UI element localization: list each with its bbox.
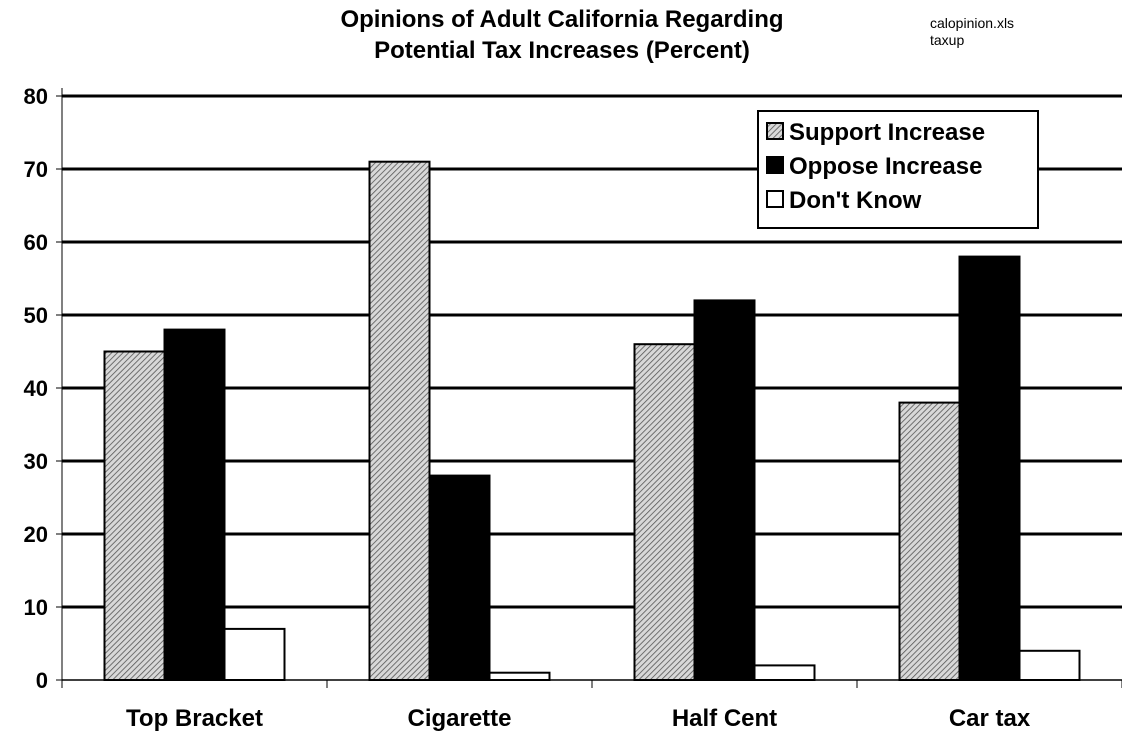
x-axis-tick-labels: Top Bracket Cigarette Half Cent Car tax: [62, 680, 1122, 732]
y-tick-label: 80: [24, 84, 48, 109]
dont-know-bar: [490, 673, 550, 680]
support-increase-bar: [370, 162, 430, 680]
legend-key-oppose: [767, 157, 783, 173]
x-tick-label: Top Bracket: [126, 705, 263, 732]
chart-title-line-2: Potential Tax Increases (Percent): [374, 37, 750, 64]
support-increase-bar: [105, 352, 165, 681]
support-increase-bar: [900, 403, 960, 680]
dont-know-bar: [1020, 651, 1080, 680]
oppose-increase-bar: [430, 476, 490, 680]
legend-label: Support Increase: [789, 119, 985, 146]
y-tick-label: 50: [24, 303, 48, 328]
legend-label: Oppose Increase: [789, 153, 982, 180]
y-tick-label: 20: [24, 522, 48, 547]
legend-label: Don't Know: [789, 187, 922, 214]
oppose-increase-bar: [165, 330, 225, 680]
file-note-line-1: calopinion.xls: [930, 15, 1014, 31]
bars: [105, 162, 1080, 680]
x-tick-label: Cigarette: [407, 705, 511, 732]
x-tick-label: Car tax: [949, 705, 1031, 732]
dont-know-bar: [225, 629, 285, 680]
legend-key-dont-know: [767, 191, 783, 207]
y-tick-label: 60: [24, 230, 48, 255]
oppose-increase-bar: [695, 300, 755, 680]
legend-key-support: [767, 123, 783, 139]
y-axis-tick-labels: 0 10 20 30 40 50 60 70 80: [24, 84, 62, 693]
y-tick-label: 40: [24, 376, 48, 401]
file-note-line-2: taxup: [930, 32, 964, 48]
y-tick-label: 70: [24, 157, 48, 182]
y-tick-label: 0: [36, 668, 48, 693]
legend: Support Increase Oppose Increase Don't Kno…: [758, 111, 1038, 228]
y-tick-label: 10: [24, 595, 48, 620]
oppose-increase-bar: [960, 257, 1020, 680]
dont-know-bar: [755, 665, 815, 680]
y-tick-label: 30: [24, 449, 48, 474]
x-tick-label: Half Cent: [672, 705, 777, 732]
support-increase-bar: [635, 344, 695, 680]
chart-title-line-1: Opinions of Adult California Regarding: [340, 6, 783, 33]
